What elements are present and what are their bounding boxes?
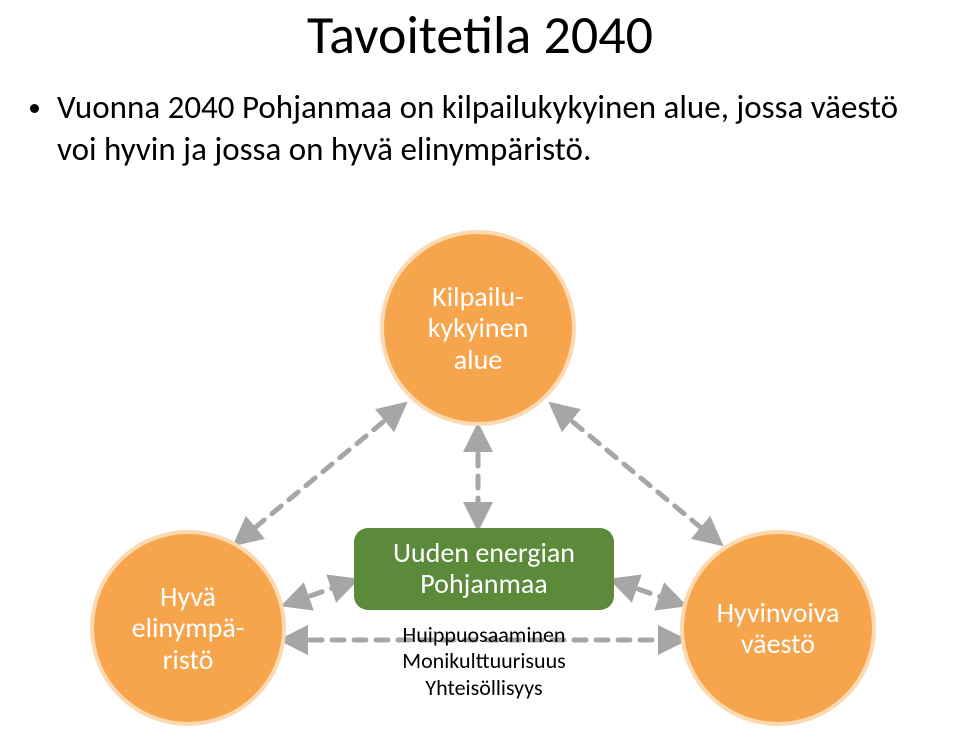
slide-stage: Tavoitetila 2040 Vuonna 2040 Pohjanmaa o… xyxy=(0,0,960,744)
center-keywords: HuippuosaaminenMonikulttuurisuusYhteisöl… xyxy=(354,622,614,701)
center-theme-label: Uuden energianPohjanmaa xyxy=(393,538,575,600)
bullet-dot xyxy=(30,104,39,113)
node-wellbeing-population-label: Hyvinvoivaväestö xyxy=(717,597,840,660)
center-theme-box: Uuden energianPohjanmaa xyxy=(354,528,614,610)
double-arrow xyxy=(618,582,678,603)
node-competitive-region: Kilpailu-kykyinenalue xyxy=(380,230,576,426)
node-good-environment: Hyväelinympä-ristö xyxy=(90,530,286,726)
node-good-environment-label: Hyväelinympä-ristö xyxy=(132,581,245,675)
page-title: Tavoitetila 2040 xyxy=(0,2,960,68)
double-arrow xyxy=(240,408,400,540)
double-arrow xyxy=(556,408,716,540)
node-wellbeing-population: Hyvinvoivaväestö xyxy=(680,530,876,726)
bullet-row: Vuonna 2040 Pohjanmaa on kilpailukykyine… xyxy=(30,86,930,170)
bullet-text: Vuonna 2040 Pohjanmaa on kilpailukykyine… xyxy=(57,86,930,170)
double-arrow xyxy=(290,582,350,603)
node-competitive-region-label: Kilpailu-kykyinenalue xyxy=(428,281,529,375)
